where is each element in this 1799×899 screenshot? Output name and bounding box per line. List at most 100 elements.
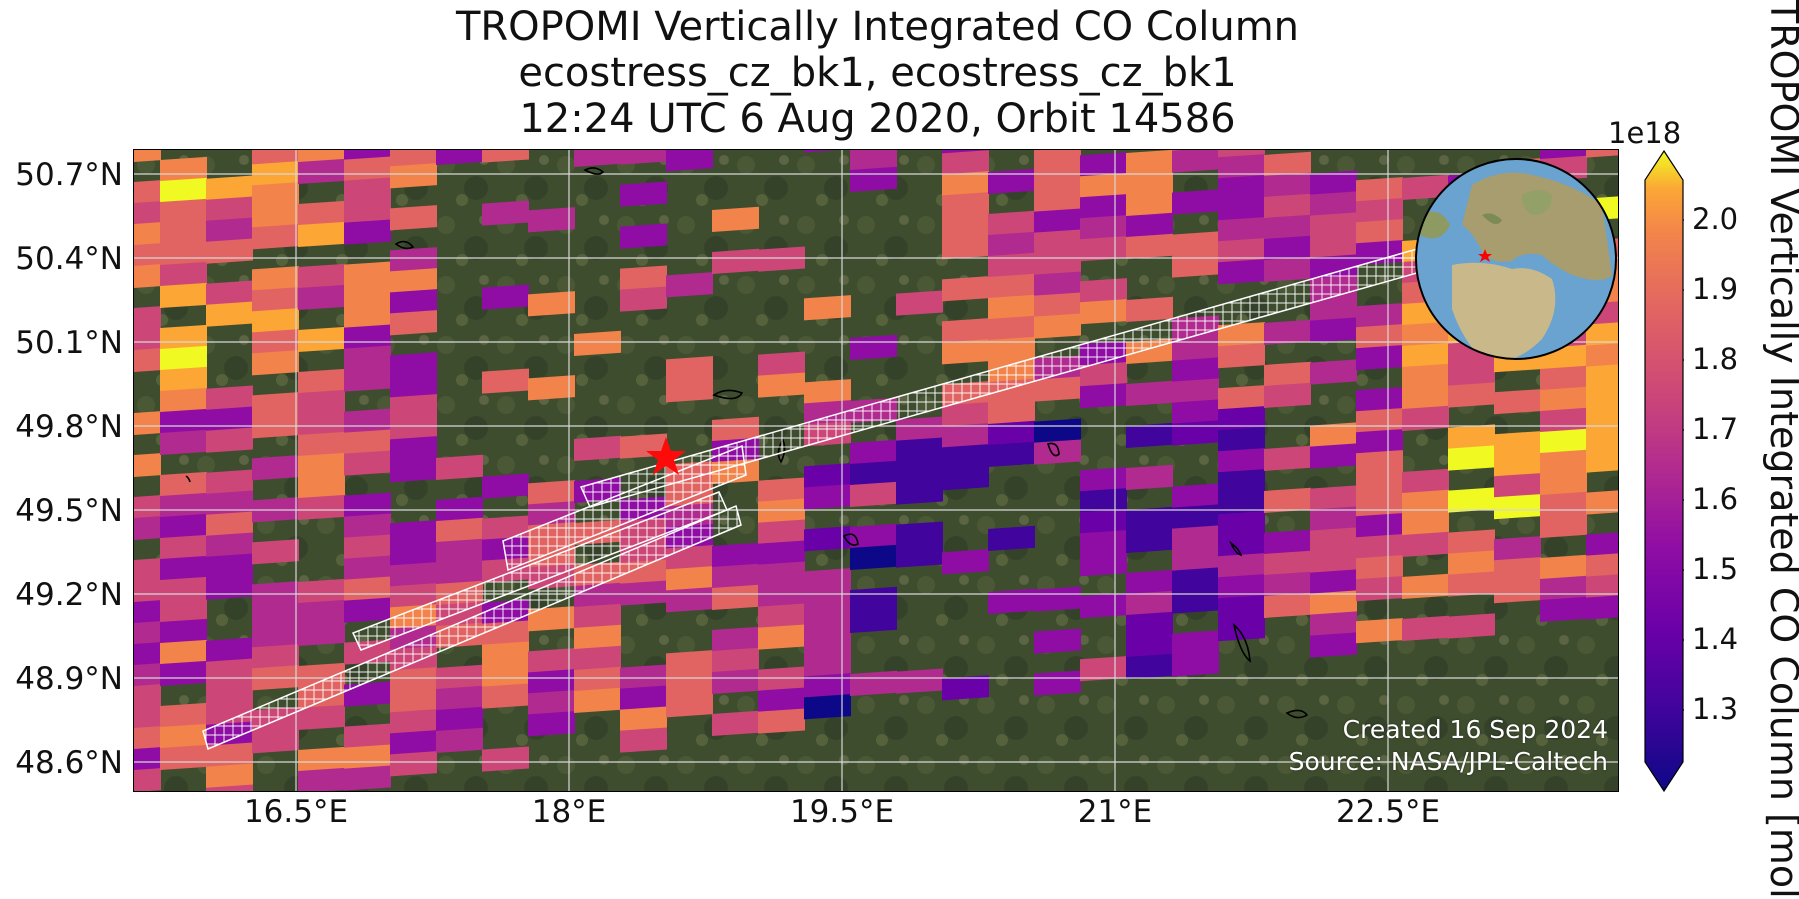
co-cell — [850, 587, 897, 612]
co-cell — [1172, 567, 1219, 592]
co-cell — [436, 707, 483, 732]
co-cell — [1356, 219, 1403, 244]
co-cell — [160, 640, 207, 665]
map-panel[interactable]: Created 16 Sep 2024 Source: NASA/JPL-Cal… — [133, 149, 1619, 792]
co-cell — [206, 574, 253, 599]
co-cell — [1126, 213, 1173, 238]
colorbar-exponent: 1e18 — [1608, 116, 1681, 150]
co-cell — [206, 175, 253, 200]
map-title-line1: TROPOMI Vertically Integrated CO Column — [135, 4, 1620, 50]
co-cell — [160, 283, 207, 308]
co-cell — [206, 490, 253, 515]
co-cell — [1310, 485, 1357, 510]
co-cell — [1172, 630, 1219, 655]
co-cell — [1080, 194, 1127, 219]
co-cell — [1310, 443, 1357, 468]
co-cell — [1172, 483, 1219, 508]
co-cell — [1126, 612, 1173, 637]
co-cell — [206, 469, 253, 494]
co-cell — [482, 473, 529, 498]
co-cell — [804, 694, 851, 719]
co-cell — [528, 669, 575, 694]
co-cell — [1126, 465, 1173, 490]
co-cell — [160, 703, 207, 728]
co-cell — [1126, 381, 1173, 406]
co-cell — [666, 377, 713, 402]
co-cell — [206, 637, 253, 662]
co-cell — [160, 241, 207, 266]
co-cell — [1448, 529, 1495, 554]
co-cell — [988, 169, 1035, 194]
co-cell — [804, 463, 851, 488]
co-cell — [804, 652, 851, 677]
co-cell — [1310, 191, 1357, 216]
co-cell — [666, 150, 713, 171]
co-cell — [528, 711, 575, 736]
co-cell — [666, 671, 713, 696]
co-cell — [1448, 550, 1495, 575]
co-cell — [160, 661, 207, 686]
co-cell — [574, 436, 621, 461]
co-cell — [1448, 571, 1495, 596]
co-cell — [988, 337, 1035, 362]
co-cell — [1034, 313, 1081, 338]
map-title-line2: ecostress_cz_bk1, ecostress_cz_bk1 — [135, 50, 1620, 96]
lon-tick: 19.5°E — [762, 794, 922, 830]
co-cell — [1126, 633, 1173, 658]
co-cell — [942, 150, 989, 175]
co-cell — [988, 253, 1035, 278]
co-cell — [1356, 555, 1403, 580]
co-cell — [620, 265, 667, 290]
co-cell — [160, 367, 207, 392]
co-cell — [1448, 424, 1495, 449]
co-cell — [1172, 357, 1219, 382]
co-cell — [1080, 509, 1127, 534]
co-cell — [298, 495, 345, 520]
co-cell — [298, 411, 345, 436]
co-cell — [1172, 525, 1219, 550]
co-cell — [1310, 548, 1357, 573]
co-cell — [1264, 551, 1311, 576]
co-cell — [1264, 173, 1311, 198]
lon-tick: 21°E — [1035, 794, 1195, 830]
co-cell — [850, 545, 897, 570]
co-cell — [1218, 490, 1265, 515]
co-cell — [758, 477, 805, 502]
lat-tick: 49.2°N — [0, 577, 123, 613]
co-cell — [160, 430, 207, 455]
co-cell — [206, 280, 253, 305]
co-cell — [206, 196, 253, 221]
co-cell — [298, 327, 345, 352]
co-cell — [1586, 489, 1619, 514]
co-cell — [160, 262, 207, 287]
co-cell — [1402, 469, 1449, 494]
co-cell — [252, 728, 299, 753]
co-cell — [1126, 570, 1173, 595]
co-cell — [1080, 593, 1127, 618]
co-cell — [804, 484, 851, 509]
co-cell — [1264, 257, 1311, 282]
co-cell — [1540, 366, 1587, 391]
co-cell — [712, 648, 759, 673]
co-cell — [1218, 196, 1265, 221]
co-cell — [482, 662, 529, 687]
co-cell — [1494, 578, 1541, 603]
colorbar-title: TROPOMI Vertically Integrated CO Column … — [1762, 0, 1799, 899]
co-cell — [160, 409, 207, 434]
co-cell — [988, 421, 1035, 446]
co-cell — [252, 224, 299, 249]
co-cell — [298, 285, 345, 310]
colorbar-tick: 1.6 — [1692, 482, 1738, 516]
co-cell — [252, 644, 299, 669]
co-cell — [482, 746, 529, 771]
co-cell — [1310, 632, 1357, 657]
co-cell — [298, 201, 345, 226]
co-cell — [252, 623, 299, 648]
co-cell — [436, 728, 483, 753]
co-cell — [390, 247, 437, 272]
co-cell — [390, 709, 437, 734]
co-cell — [252, 539, 299, 564]
co-cell — [620, 664, 667, 689]
co-cell — [344, 450, 391, 475]
co-cell — [344, 198, 391, 223]
